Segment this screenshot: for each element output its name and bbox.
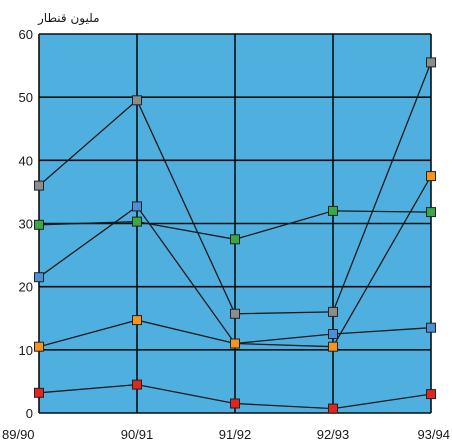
series-1-point-93/94 [426,57,436,68]
series-4-point-92/93 [328,341,338,352]
x-tick-label-92/93: 92/93 [317,427,350,442]
series-5-point-91/92 [230,398,240,409]
y-tick-label-0: 0 [26,406,33,421]
plot-area: 0 10 20 30 40 50 60 89/90 90/91 91/92 92/93 93/94 [2,27,450,442]
series-1-point-90/91 [132,95,142,106]
series-3-point-92/93 [328,205,338,216]
x-tick-label-91/92: 91/92 [219,427,252,442]
x-tick-label-93/94: 93/94 [417,427,450,442]
y-tick-label-50: 50 [19,90,33,105]
series-1-point-92/93 [328,306,338,317]
series-3-point-91/92 [230,234,240,245]
series-5-point-93/94 [426,389,436,400]
series-2-point-90/91 [132,201,142,212]
y-tick-label-10: 10 [19,343,33,358]
series-1-point-89/90 [34,180,44,191]
y-axis-unit-label: مليون قنطار [37,11,100,26]
series-4-point-89/90 [34,341,44,352]
y-tick-label-30: 30 [19,217,33,232]
y-tick-label-60: 60 [19,27,33,42]
series-1-point-91/92 [230,308,240,319]
series-2-point-93/94 [426,322,436,333]
series-2-point-92/93 [328,329,338,339]
series-4-point-91/92 [230,338,240,349]
y-tick-label-20: 20 [19,280,33,295]
series-5-point-92/93 [328,403,338,414]
x-tick-label-90/91: 90/91 [121,427,154,442]
series-5-point-89/90 [34,387,44,398]
series-5-point-90/91 [132,379,142,390]
y-tick-label-40: 40 [19,153,33,168]
series-2-point-89/90 [34,272,44,283]
series-4-point-90/91 [132,315,142,326]
series-4-point-93/94 [426,171,436,182]
series-3-point-89/90 [34,219,44,230]
series-3-point-93/94 [426,207,436,218]
x-tick-label-89/90: 89/90 [2,427,35,442]
series-3-point-90/91 [132,216,142,227]
